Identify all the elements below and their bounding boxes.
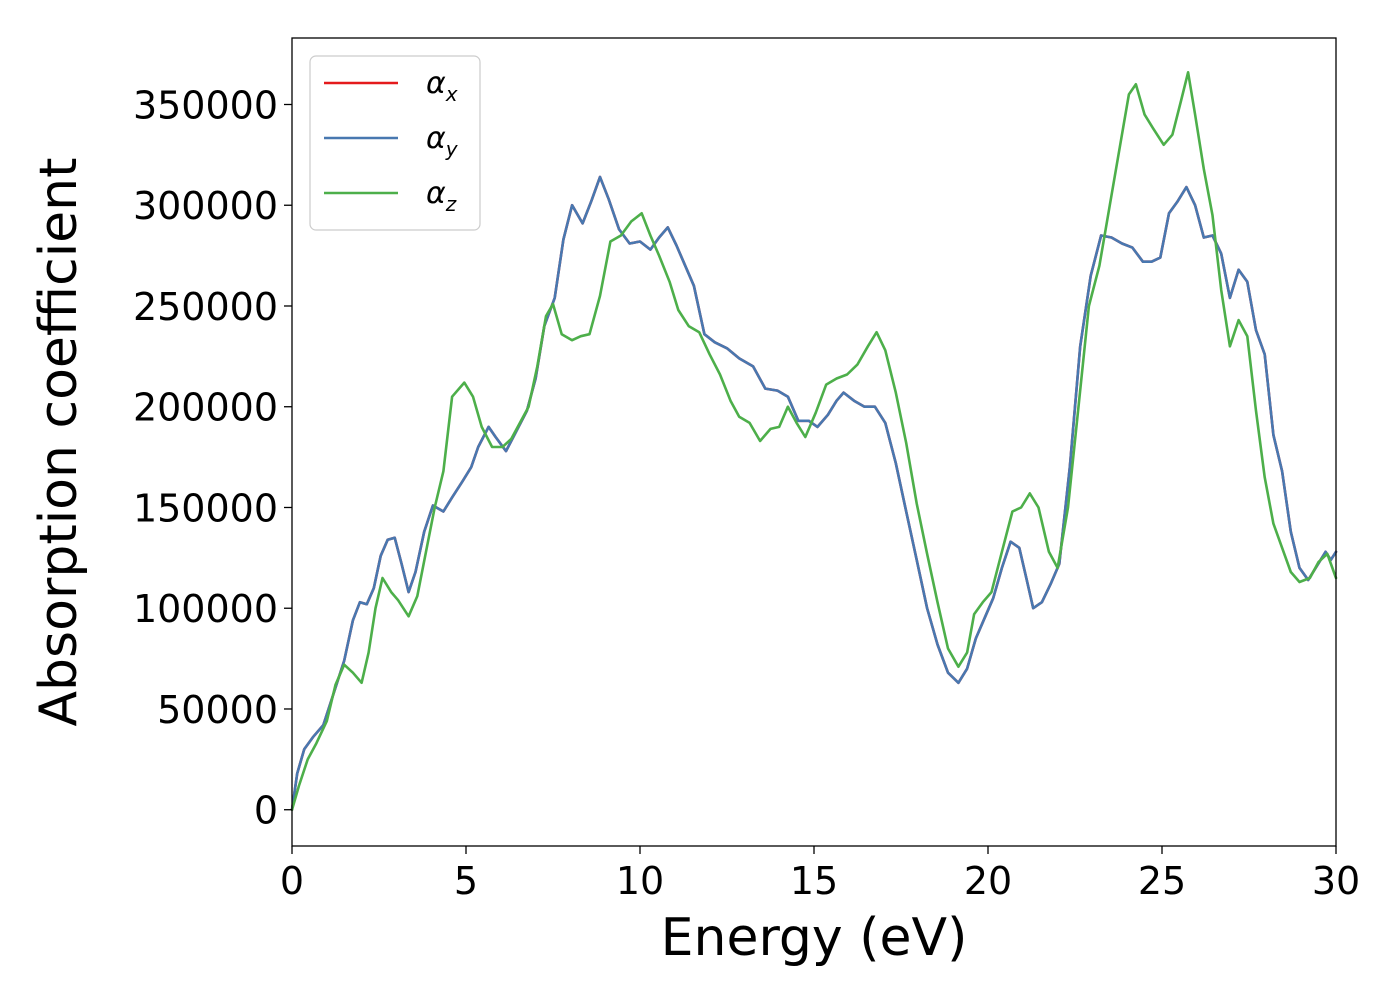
legend: αx αy αz (309, 55, 481, 231)
legend-label-y: αy (426, 121, 459, 161)
x-tick-label: 5 (454, 859, 478, 903)
x-tick-label: 10 (616, 859, 664, 903)
y-axis: 0 50000 100000 150000 200000 250000 300000 3500… (133, 83, 292, 833)
x-tick-label: 20 (964, 859, 1012, 903)
y-axis-label: Absorption coefficient (29, 157, 89, 726)
y-tick-label: 50000 (157, 688, 278, 732)
y-tick-label: 300000 (133, 184, 278, 228)
series-line-z (290, 71, 1338, 811)
series-layer (290, 71, 1338, 811)
legend-label-z: αz (426, 176, 457, 216)
x-tick-label: 25 (1138, 859, 1186, 903)
x-tick-label: 15 (790, 859, 838, 903)
y-tick-label: 100000 (133, 587, 278, 631)
series-line-y (290, 175, 1338, 811)
x-axis-label: Energy (eV) (661, 908, 968, 968)
x-axis: 0 5 10 15 20 25 30 (280, 846, 1360, 903)
x-tick-label: 30 (1312, 859, 1360, 903)
legend-box (309, 55, 481, 231)
legend-entries: αx αy αz (324, 66, 459, 216)
y-tick-label: 200000 (133, 386, 278, 430)
y-tick-label: 350000 (133, 83, 278, 127)
x-tick-label: 0 (280, 859, 304, 903)
y-tick-label: 250000 (133, 285, 278, 329)
series-line-x (290, 175, 1338, 811)
y-tick-label: 0 (254, 789, 278, 833)
legend-label-x: αx (426, 66, 458, 106)
y-tick-label: 150000 (133, 486, 278, 530)
